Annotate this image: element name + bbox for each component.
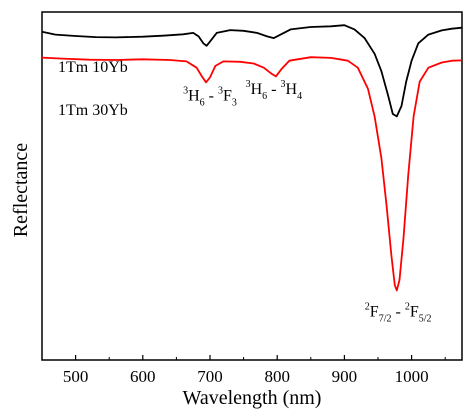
annotation-part: H xyxy=(286,81,298,98)
annotation-part: 2 xyxy=(365,302,370,313)
annotation-part: F xyxy=(410,304,419,321)
annotation-part: 5/2 xyxy=(419,314,432,325)
annotation-part: 7/2 xyxy=(379,314,392,325)
annotation-part: 3 xyxy=(281,79,286,90)
series-line-2 xyxy=(41,56,463,292)
x-tick-label: 600 xyxy=(130,367,156,386)
annotation-part: 6 xyxy=(262,91,267,102)
annotation-part: - xyxy=(205,88,218,105)
annotation-part: 3 xyxy=(246,79,251,90)
x-tick-label: 900 xyxy=(332,367,358,386)
plot-frame xyxy=(41,11,463,361)
annotation-part: 6 xyxy=(200,98,205,109)
annotation-part: H xyxy=(251,81,263,98)
x-tick-label: 1000 xyxy=(395,367,429,386)
annotation-part: 4 xyxy=(297,91,302,102)
y-axis-label: Reflectance xyxy=(10,143,32,237)
x-tick-label: 700 xyxy=(197,367,223,386)
annotation-part: 2 xyxy=(405,302,410,313)
annotation-part: F xyxy=(370,304,379,321)
annotation-part: - xyxy=(267,81,280,98)
series-line-1 xyxy=(41,24,463,118)
annotation-part: 3 xyxy=(218,86,223,97)
series-label-2: 1Tm 30Yb xyxy=(58,102,128,119)
annotation-part: - xyxy=(391,304,404,321)
annotation-part: 3 xyxy=(232,98,237,109)
annotation-part: H xyxy=(188,88,200,105)
x-tick-label: 500 xyxy=(63,367,89,386)
annotation-part: F xyxy=(223,88,232,105)
transition-annotation: 2F7/2 - 2F5/2 xyxy=(365,302,432,325)
transition-annotation: 3H6 - 3F3 xyxy=(183,86,237,109)
annotation-part: 3 xyxy=(183,86,188,97)
x-tick-label: 800 xyxy=(264,367,290,386)
transition-annotation: 3H6 - 3H4 xyxy=(246,79,302,102)
x-axis-label: Wavelength (nm) xyxy=(183,387,322,409)
series-label-1: 1Tm 10Yb xyxy=(58,59,128,76)
